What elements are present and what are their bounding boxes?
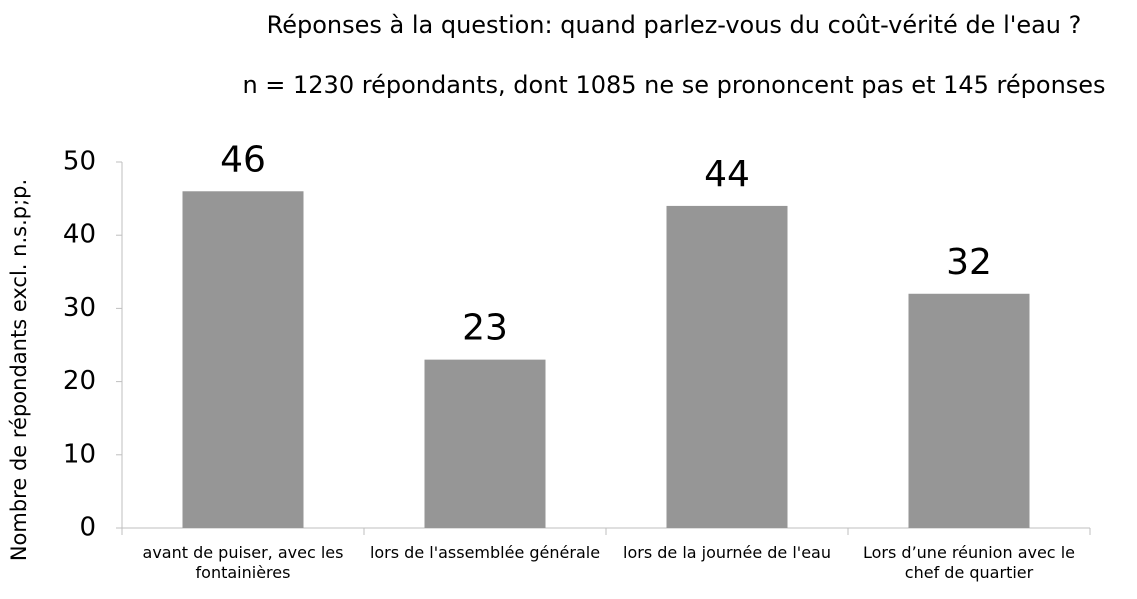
- data-label: 46: [220, 139, 266, 180]
- y-tick-label: 0: [79, 513, 96, 543]
- y-tick-label: 40: [63, 220, 96, 250]
- x-tick-label: lors de la journée de l'eau: [623, 543, 831, 562]
- y-tick-label: 20: [63, 366, 96, 396]
- chart-title: Réponses à la question: quand parlez-vou…: [266, 11, 1082, 39]
- bar: [666, 205, 788, 529]
- y-axis-label: Nombre de répondants excl. n.s.p;p.: [7, 179, 31, 561]
- bar: [424, 359, 546, 528]
- data-label: 23: [462, 308, 508, 349]
- x-tick-label: Lors d’une réunion avec le chef de quart…: [863, 543, 1075, 582]
- data-label: 44: [704, 154, 750, 195]
- bar: [908, 293, 1030, 528]
- y-tick-label: 50: [63, 147, 96, 177]
- y-tick-label: 30: [63, 293, 96, 323]
- bar: [182, 191, 304, 528]
- data-label: 32: [946, 242, 992, 283]
- chart-subtitle: n = 1230 répondants, dont 1085 ne se pro…: [242, 71, 1106, 99]
- x-tick-label: lors de l'assemblée générale: [369, 543, 601, 562]
- y-tick-label: 10: [63, 439, 96, 469]
- x-tick-label: avant de puiser, avec les fontainières: [142, 543, 344, 582]
